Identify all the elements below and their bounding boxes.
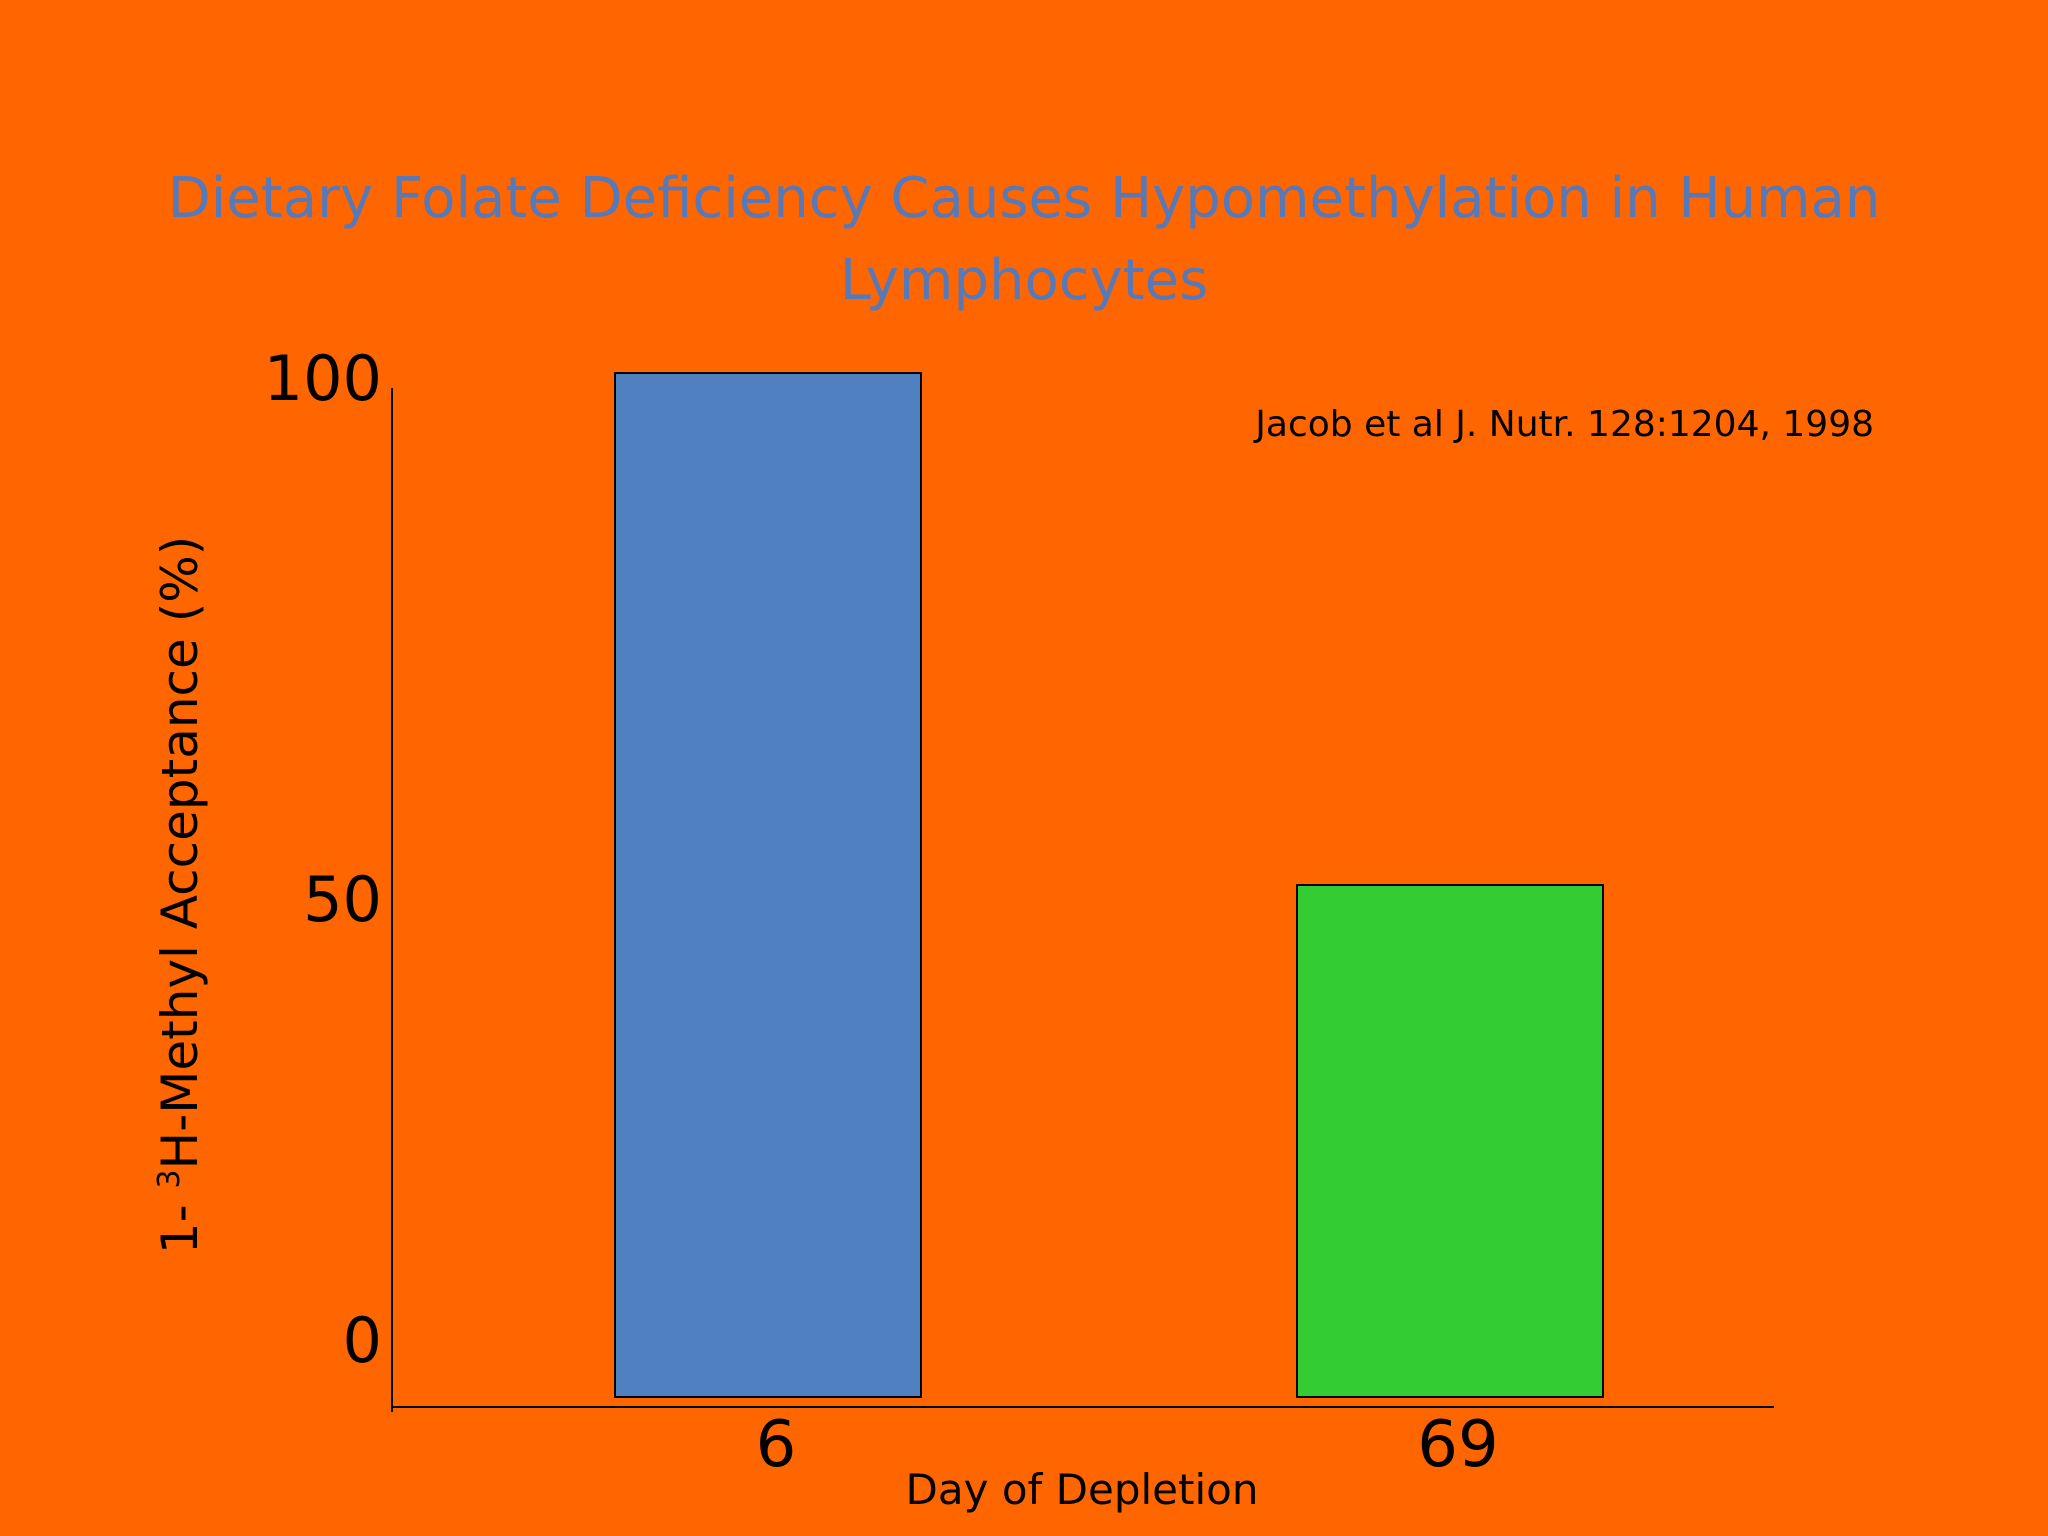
y-axis-title: 1- 3H-Methyl Acceptance (%): [151, 536, 209, 1254]
x-tick-label-69: 69: [1417, 1408, 1498, 1482]
bars-group: [614, 372, 1604, 1398]
bar-day-6: [614, 372, 922, 1398]
slide-title: Dietary Folate Deficiency Causes Hypomet…: [150, 158, 1898, 322]
y-axis-title-rest: H-Methyl Acceptance (%): [151, 536, 209, 1170]
title-line-2: Lymphocytes: [839, 248, 1209, 313]
y-axis-title-superscript: 3: [152, 1169, 187, 1188]
citation-annotation: Jacob et al J. Nutr. 128:1204, 1998: [1253, 404, 1874, 445]
y-tick-label-100: 100: [264, 342, 382, 415]
y-tick-label-0: 0: [343, 1304, 382, 1377]
x-axis-title: Day of Depletion: [906, 1465, 1259, 1514]
x-tick-labels: 6 69: [756, 1408, 1499, 1482]
y-tick-label-50: 50: [303, 863, 382, 936]
x-tick-label-6: 6: [756, 1408, 797, 1482]
bar-day-69: [1296, 884, 1604, 1398]
y-tick-labels: 0 50 100: [264, 342, 382, 1377]
y-axis-title-prefix: 1-: [151, 1188, 209, 1254]
title-line-1: Dietary Folate Deficiency Causes Hypomet…: [167, 166, 1881, 231]
